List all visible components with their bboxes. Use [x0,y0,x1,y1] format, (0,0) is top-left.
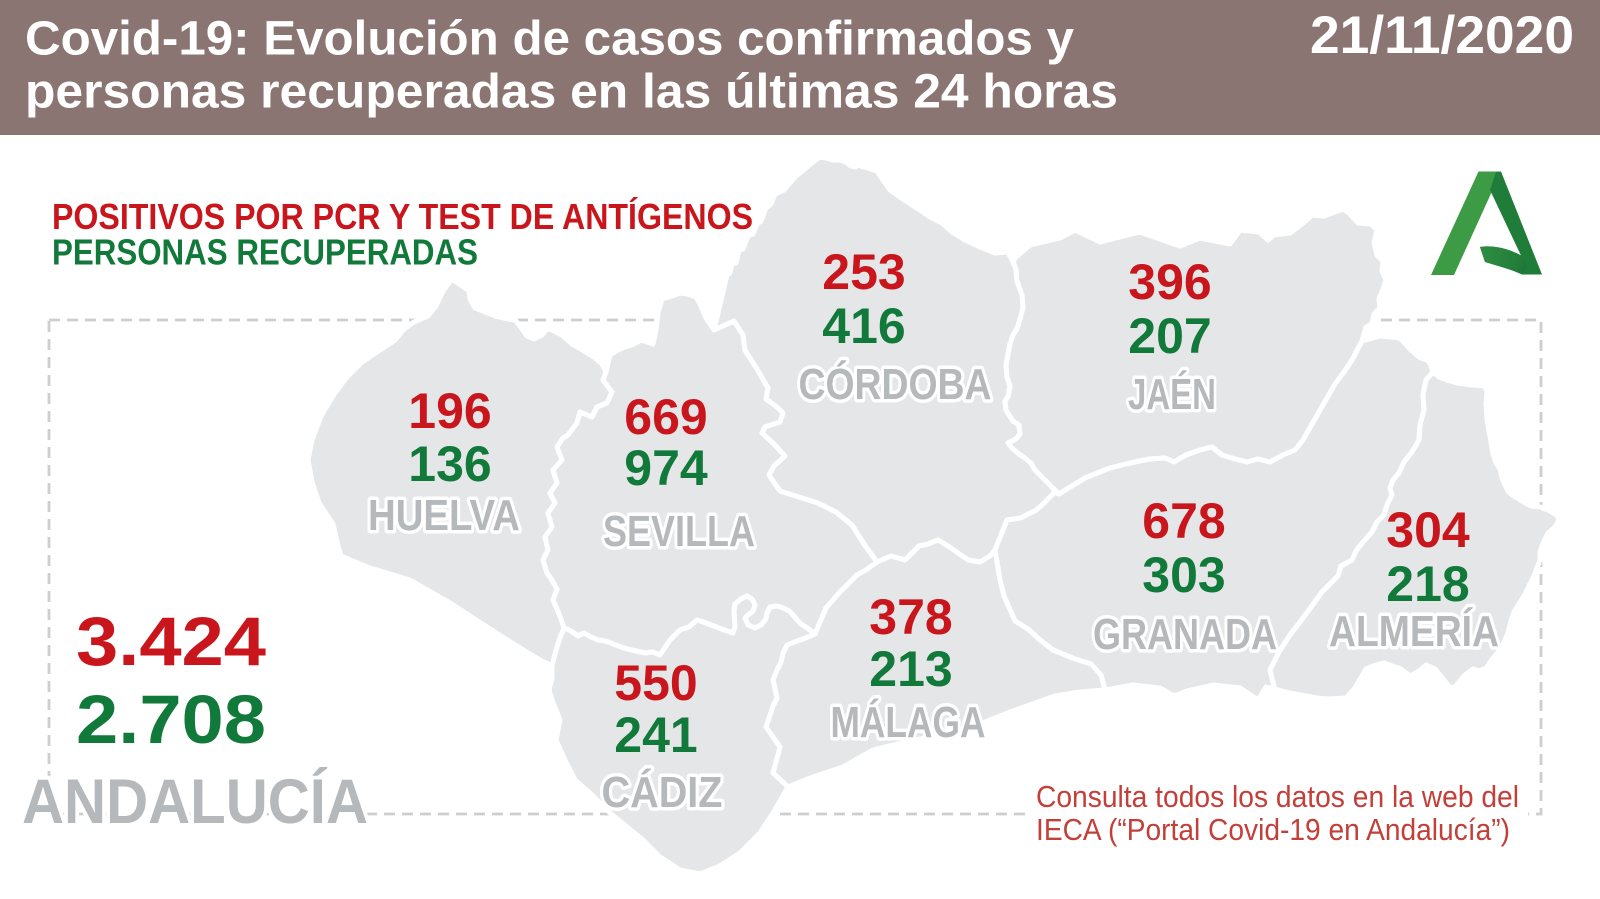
svg-text:218: 218 [1386,556,1469,612]
svg-text:GRANADA: GRANADA [1093,610,1277,659]
svg-text:304: 304 [1386,502,1470,558]
svg-text:196: 196 [408,383,491,439]
svg-text:SEVILLA: SEVILLA [603,507,755,556]
svg-text:378: 378 [869,589,952,645]
svg-text:213: 213 [869,641,952,697]
svg-text:Consulta todos los datos en la: Consulta todos los datos en la web del [1036,779,1519,814]
svg-text:416: 416 [822,298,905,354]
svg-text:550: 550 [614,655,697,711]
svg-text:Covid-19: Evolución de casos c: Covid-19: Evolución de casos confirmados… [25,13,1074,66]
svg-text:POSITIVOS POR PCR Y TEST DE AN: POSITIVOS POR PCR Y TEST DE ANTÍGENOS [52,196,753,237]
svg-text:678: 678 [1142,493,1225,549]
svg-text:2.708: 2.708 [76,681,266,758]
svg-text:ANDALUCÍA: ANDALUCÍA [22,767,368,837]
svg-text:IECA (“Portal Covid-19 en Anda: IECA (“Portal Covid-19 en Andalucía”) [1036,812,1510,847]
svg-text:241: 241 [614,707,697,763]
svg-text:ALMERÍA: ALMERÍA [1329,606,1499,656]
svg-text:669: 669 [624,389,707,445]
svg-text:CÓRDOBA: CÓRDOBA [799,359,992,409]
svg-text:974: 974 [624,440,708,496]
svg-text:CÁDIZ: CÁDIZ [602,767,723,817]
svg-text:136: 136 [408,436,491,492]
svg-text:personas recuperadas en las úl: personas recuperadas en las últimas 24 h… [25,66,1118,119]
svg-text:MÁLAGA: MÁLAGA [831,697,986,747]
svg-text:21/11/2020: 21/11/2020 [1310,6,1574,65]
svg-text:207: 207 [1128,308,1211,364]
svg-text:303: 303 [1142,547,1225,603]
svg-text:JAÉN: JAÉN [1128,369,1216,419]
svg-text:PERSONAS RECUPERADAS: PERSONAS RECUPERADAS [52,232,478,273]
svg-text:253: 253 [822,244,905,300]
svg-text:396: 396 [1128,254,1211,310]
svg-text:3.424: 3.424 [76,603,266,680]
svg-text:HUELVA: HUELVA [368,491,520,540]
